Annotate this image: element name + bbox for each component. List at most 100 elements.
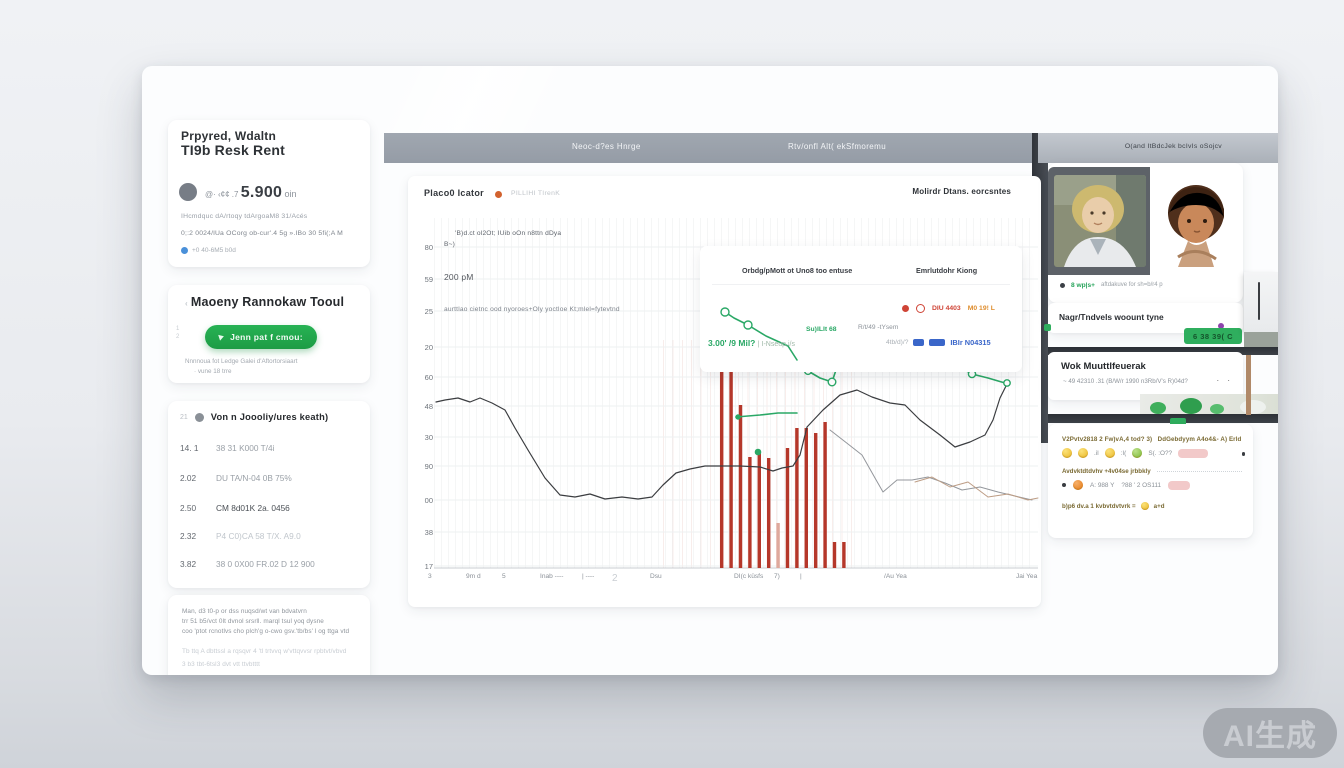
reactions-row2: A: 988 Y ?88 ' 2 OS111 (1062, 480, 1191, 490)
overlay-divider (712, 284, 1010, 285)
profile-footnote: +0 40-6M5 b0d (181, 247, 236, 254)
list-item[interactable]: 2.32 P4 C0)CA 58 T/X. A9.0 (180, 531, 301, 541)
y-tick: 60 (424, 373, 433, 382)
x-tick: 5 (502, 573, 506, 580)
edge-panel (1244, 272, 1278, 332)
character-render-image (1150, 179, 1240, 267)
action-note-1: Nnnnoua fot Ledge Galei d'Aftortorsiaart (185, 358, 298, 365)
disclaimer-line-faint: 3 b3 tbt-6tsl3 dvt vtt ttvbtttt (182, 661, 261, 668)
avatars-card: 8 wp|s+ aftdakuve for sh=b/r4 p (1048, 163, 1243, 303)
x-tick: Dsu (650, 573, 662, 580)
reactions-line3: Avdvktdtdvhv +4v04se jrbbkly (1062, 468, 1242, 475)
main-header-bar: Neoc-d?es Hnrge Rtv/onfl Alt( ekSfmoremu (384, 133, 1038, 163)
more-dots-icon[interactable]: · · (1216, 376, 1233, 385)
chart-annotation-4: aurttlao cietnc ood nyoroes+Oly yoctloe … (444, 306, 620, 313)
red-dot-icon (902, 305, 909, 312)
scroll-handle[interactable] (1258, 282, 1260, 320)
list-item[interactable]: 2.50 CM 8d01K 2a. 0456 (180, 503, 290, 513)
primary-action-button[interactable]: Jenn pat f cmou: (205, 325, 317, 349)
price-unit: oin (284, 189, 297, 199)
edge-photo-sliver (1244, 332, 1278, 347)
chart-annotation-3: 200 pM (444, 272, 474, 282)
chart-annotation-2: B~) (444, 241, 456, 248)
watchlist-index: 21 (180, 413, 188, 421)
small-dot-icon (1241, 452, 1245, 456)
person-photo-image (1054, 175, 1146, 267)
chart-plot-area[interactable]: 80 59 25 20 60 48 30 90 00 38 17 3 9m d … (408, 210, 1041, 585)
status-dot-icon (181, 247, 188, 254)
chart-title: Placo0 Icator (424, 188, 484, 198)
profile-desc-2: 0;:2 0024/lUa OCorg ob-cur'.4 5g ».IBo 3… (181, 230, 344, 237)
work-card[interactable]: Wok Muuttlfeuerak ~ 49 42310 .31 (B/W/r … (1048, 352, 1243, 400)
y-tick: 59 (424, 275, 433, 284)
x-tick: 9m d (466, 573, 481, 580)
chart-top-right-label: Molirdr Dtans. eorcsntes (912, 187, 1011, 196)
x-tick: /Au Yea (884, 573, 907, 580)
yellow-circle-emoji-icon (1140, 502, 1149, 510)
pink-highlight-chip (1168, 480, 1191, 490)
red-ring-icon (916, 304, 925, 313)
overlay-red-legend: DIU 4403 M0 19! L (902, 304, 995, 313)
avatar[interactable] (179, 183, 197, 201)
emoji-row: .il :I( S(. :O?? (1062, 448, 1209, 458)
think-emoji-icon[interactable] (1078, 448, 1088, 458)
price-prefix: @· ‹¢¢ .7 (205, 190, 239, 199)
x-tick: 7) (774, 573, 780, 580)
profile-title: Prpyred, Wdaltn TI9b Resk Rent (181, 129, 285, 157)
tab-2[interactable]: Rtv/onfl Alt( ekSfmoremu (788, 142, 887, 151)
person-photo[interactable] (1054, 175, 1146, 267)
watchlist-card: 21 Von n Joooliy/ures keath) 14. 1 38 31 … (168, 401, 370, 588)
purple-dot-icon (1218, 323, 1224, 329)
overlay-gray-mid: R/t/49 -tYsem (858, 324, 899, 331)
orange-emoji-icon[interactable] (1073, 480, 1083, 490)
list-item[interactable]: 14. 1 38 31 K000 T/4i (180, 443, 275, 453)
list-item[interactable]: 2.02 DU TA/N-04 0B 75% (180, 473, 292, 483)
app-window: Prpyred, Wdaltn TI9b Resk Rent @· ‹¢¢ .7… (142, 66, 1278, 675)
y-tick: 25 (424, 307, 433, 316)
x-tick: Jai Yea (1016, 573, 1038, 580)
bullet-icon (1062, 483, 1066, 487)
overlay-green-value: 3.00' /9 Mil? | I-Nseup.i/s (708, 338, 795, 348)
ai-generated-watermark: AI生成 (1203, 708, 1337, 758)
overlay-line-svg (720, 307, 798, 361)
profile-desc-1: IHcmdquc dA/rtoqy tdArgoaM8 31/Acés (181, 213, 308, 220)
overlay-blue-legend: 4tb/d)/? IBIr N04315 (886, 338, 991, 347)
dotted-divider (1156, 471, 1242, 472)
tab-1[interactable]: Neoc-d?es Hnrge (572, 142, 641, 151)
disclaimer-line: trr 51 b5/vct 0lt dvnol srsrll. marql ts… (182, 618, 324, 625)
overlay-header-right: Emrlutdohr Kiong (916, 266, 978, 275)
overlay-header-left: Orbdg/pMott ot Uno8 too entuse (742, 266, 853, 275)
action-card-title: ‹ Maoeny Rannokaw Tooul (185, 295, 345, 309)
x-tick: | ---- (582, 573, 595, 580)
laugh-emoji-icon[interactable] (1062, 448, 1072, 458)
x-tick: Inab ---- (540, 573, 564, 580)
avatar-caption-row: 8 wp|s+ aftdakuve for sh=b/r4 p (1054, 277, 1236, 293)
reactions-line5: b)p6 dv.a 1 kvbvtdvtvrk = a+d (1062, 502, 1165, 510)
disclaimer-line: coo 'ptot rcnotlvs cho plch'g o-cwo gsv.… (182, 628, 350, 635)
blue-chip-icon (913, 339, 925, 346)
list-item[interactable]: 3.82 38 0 0X00 FR.02 D 12 900 (180, 559, 315, 569)
grin-emoji-icon[interactable] (1104, 448, 1115, 458)
x-tick: DI(c küsfs (734, 573, 764, 580)
chart-card: Placo0 Icator PILLIHI TIrenK Molirdr Dta… (408, 176, 1041, 607)
y-tick: 20 (424, 343, 433, 352)
y-tick: 90 (424, 462, 433, 471)
character-render[interactable] (1150, 179, 1240, 267)
edge-pole-sliver (1246, 355, 1251, 415)
overlay-green-mid: Su)ILIt 68 (806, 326, 837, 333)
watchlist-header: 21 Von n Joooliy/ures keath) (180, 412, 360, 422)
tab-3[interactable]: O(and ItBdcJek bcIvIs oSojcv (1124, 143, 1222, 150)
blue-chip-icon (929, 339, 946, 346)
divider-bar (1048, 414, 1278, 423)
disclaimer-line: Man, d3 t0-p or dss nuqsd/wt van bdvatvr… (182, 608, 307, 615)
chart-subtitle: PILLIHI TIrenK (511, 190, 561, 197)
money-emoji-icon[interactable] (1132, 448, 1143, 458)
green-marker-icon (1044, 324, 1051, 331)
secondary-header-bar: O(and ItBdcJek bcIvIs oSojcv (1038, 133, 1278, 163)
live-indicator-icon (495, 191, 502, 198)
action-note-2: · vune 18 trre (194, 368, 232, 375)
disclaimer-card: Man, d3 t0-p or dss nuqsd/wt van bdvatvr… (168, 595, 370, 675)
